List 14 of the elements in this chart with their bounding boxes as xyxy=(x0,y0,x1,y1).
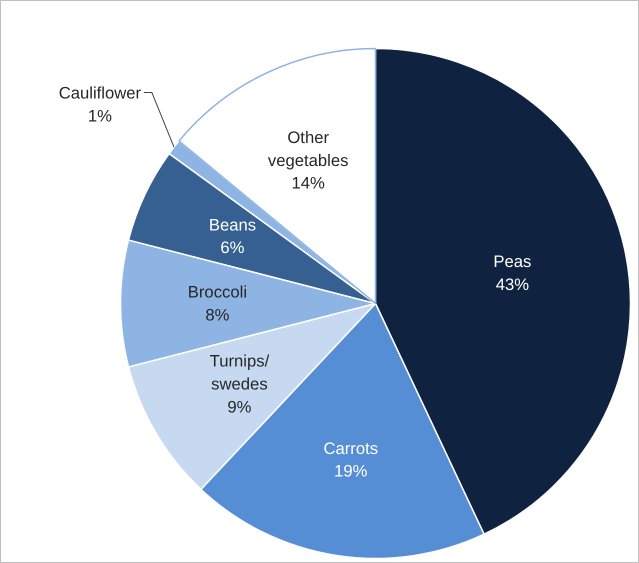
slice-label: Other vegetables xyxy=(268,128,348,170)
slice-label: Carrots xyxy=(323,438,378,458)
slice-label: Beans xyxy=(208,215,256,234)
slice-label: Turnips/swedes xyxy=(210,352,270,394)
data-label: 43% xyxy=(496,274,530,294)
data-label: 1% xyxy=(88,106,112,126)
slice-label: Broccoli xyxy=(188,282,248,302)
slice-label: Peas xyxy=(493,252,532,272)
slice-label: Cauliflower xyxy=(58,84,142,103)
data-label: 8% xyxy=(205,305,230,324)
data-label: 14% xyxy=(292,174,326,193)
data-label: 9% xyxy=(227,397,252,416)
data-label: 6% xyxy=(220,238,245,258)
data-label: 19% xyxy=(334,462,368,481)
